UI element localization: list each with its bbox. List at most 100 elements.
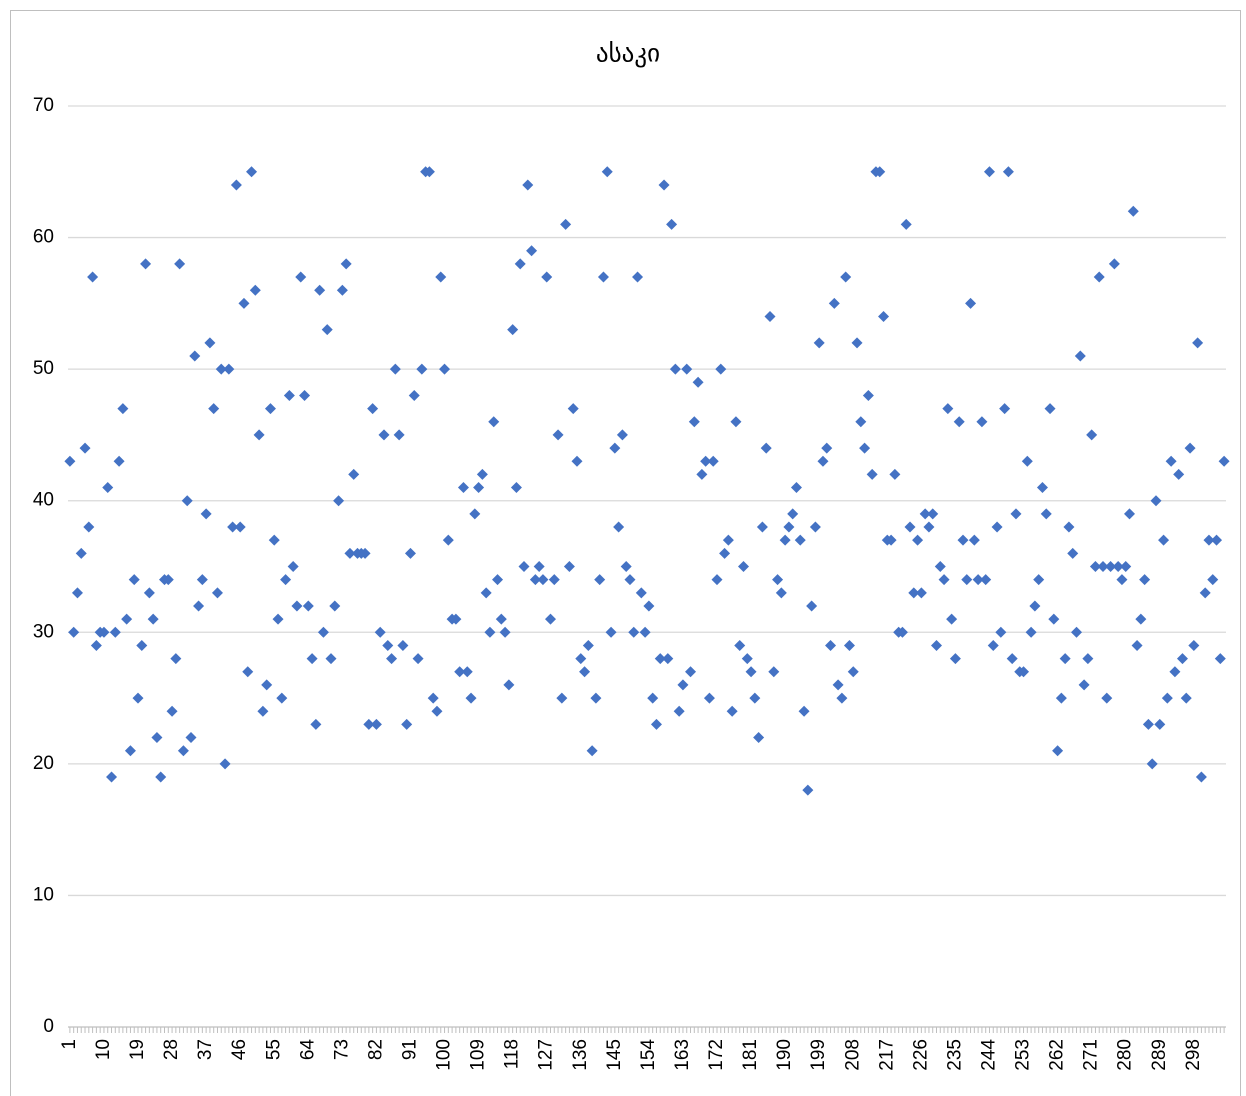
marker xyxy=(745,666,757,678)
marker xyxy=(196,574,208,586)
marker xyxy=(348,468,360,480)
marker xyxy=(333,495,345,507)
x-tick-label: 253 xyxy=(1013,1039,1034,1071)
marker xyxy=(703,692,715,704)
marker xyxy=(344,547,356,559)
marker xyxy=(503,679,515,691)
marker xyxy=(140,258,152,270)
x-tick-label: 82 xyxy=(365,1039,386,1060)
marker xyxy=(616,429,628,441)
marker xyxy=(68,626,80,638)
marker xyxy=(174,258,186,270)
y-tick-label: 20 xyxy=(33,753,54,774)
marker xyxy=(1018,666,1030,678)
marker xyxy=(533,561,545,572)
marker xyxy=(295,271,307,283)
marker xyxy=(927,508,939,520)
x-tick-label: 28 xyxy=(161,1039,182,1060)
chart-border xyxy=(10,10,1241,1096)
marker xyxy=(912,534,924,546)
marker xyxy=(1146,758,1158,770)
marker xyxy=(1173,468,1185,480)
marker xyxy=(204,337,216,349)
marker xyxy=(98,626,110,638)
marker xyxy=(798,705,810,717)
marker xyxy=(404,547,416,559)
marker xyxy=(783,521,795,533)
marker xyxy=(329,600,341,612)
marker xyxy=(730,416,742,428)
marker xyxy=(1150,495,1162,507)
marker xyxy=(847,666,859,678)
marker xyxy=(181,495,193,507)
marker xyxy=(492,574,504,586)
marker xyxy=(787,508,799,520)
marker xyxy=(976,416,988,428)
marker xyxy=(1059,653,1071,665)
marker xyxy=(461,666,473,678)
marker xyxy=(109,626,121,638)
marker xyxy=(1214,653,1226,665)
x-tick-label: 181 xyxy=(740,1039,761,1071)
marker xyxy=(317,626,329,638)
marker xyxy=(219,758,231,770)
marker xyxy=(658,179,670,191)
marker xyxy=(821,442,833,454)
marker xyxy=(862,389,874,401)
marker xyxy=(1097,561,1109,572)
marker xyxy=(825,639,837,651)
marker xyxy=(253,429,265,441)
marker xyxy=(613,521,625,533)
marker xyxy=(662,653,674,665)
marker xyxy=(1218,455,1230,467)
marker xyxy=(1176,653,1188,665)
marker xyxy=(363,718,375,730)
marker xyxy=(439,363,451,375)
marker xyxy=(995,626,1007,638)
marker xyxy=(522,179,534,191)
marker xyxy=(476,468,488,480)
marker xyxy=(1203,534,1215,546)
marker xyxy=(223,363,235,375)
marker xyxy=(654,653,666,665)
marker xyxy=(272,613,284,625)
marker xyxy=(889,468,901,480)
marker xyxy=(1002,166,1014,178)
marker xyxy=(772,574,784,586)
marker xyxy=(1021,455,1033,467)
marker xyxy=(397,639,409,651)
marker xyxy=(840,271,852,283)
marker xyxy=(681,363,693,375)
marker xyxy=(711,574,723,586)
marker xyxy=(1161,692,1173,704)
x-tick-label: 1 xyxy=(59,1039,80,1050)
x-tick-label: 244 xyxy=(978,1039,999,1071)
marker xyxy=(548,574,560,586)
marker xyxy=(1010,508,1022,520)
marker xyxy=(878,311,890,323)
x-tick-label: 235 xyxy=(944,1039,965,1071)
marker xyxy=(1086,429,1098,441)
marker xyxy=(1180,692,1192,704)
marker xyxy=(741,653,753,665)
marker xyxy=(1192,337,1204,349)
marker xyxy=(1006,653,1018,665)
marker xyxy=(113,455,125,467)
marker xyxy=(238,297,250,309)
marker xyxy=(953,416,965,428)
marker xyxy=(454,666,466,678)
marker xyxy=(1112,561,1124,572)
marker xyxy=(635,587,647,599)
y-tick-label: 10 xyxy=(33,884,54,905)
marker xyxy=(738,561,749,572)
marker xyxy=(412,653,424,665)
marker xyxy=(1063,521,1075,533)
marker xyxy=(211,587,223,599)
marker xyxy=(685,666,697,678)
marker xyxy=(200,508,212,520)
marker xyxy=(790,482,802,494)
marker xyxy=(919,508,931,520)
marker xyxy=(707,455,719,467)
marker xyxy=(719,547,731,559)
marker xyxy=(283,389,295,401)
